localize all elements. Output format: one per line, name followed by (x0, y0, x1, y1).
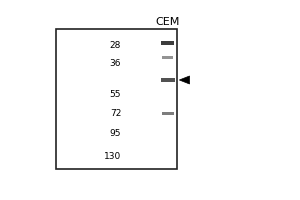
Text: 95: 95 (110, 129, 121, 138)
Bar (163, 56, 173, 59)
Text: 55: 55 (110, 90, 121, 99)
Bar (161, 41, 174, 45)
Bar (162, 112, 173, 115)
Bar (161, 78, 175, 82)
Text: 28: 28 (110, 41, 121, 50)
Text: 130: 130 (104, 152, 121, 161)
Text: 72: 72 (110, 109, 121, 118)
Bar (56, 29, 177, 169)
Polygon shape (179, 76, 190, 84)
Text: 36: 36 (110, 59, 121, 68)
Text: CEM: CEM (155, 17, 180, 27)
